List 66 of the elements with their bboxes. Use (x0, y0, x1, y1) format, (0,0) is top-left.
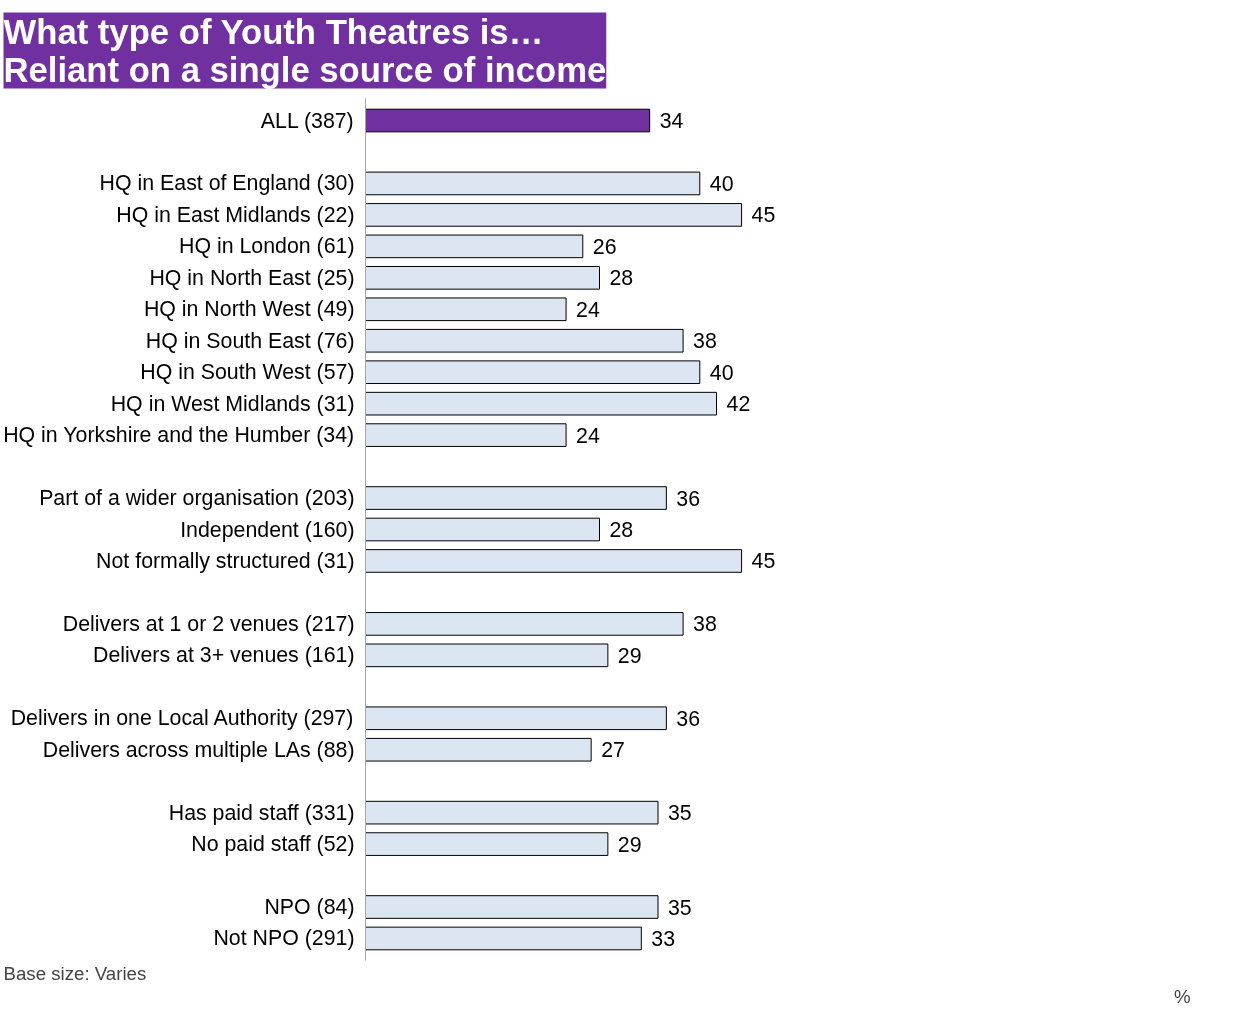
text: % (1173, 985, 1191, 1007)
data-label: 40 (709, 360, 734, 385)
chart-title: What type of Youth Theatres is… Reliant on a single source of income (3, 12, 607, 89)
bar (365, 297, 567, 322)
data-label: 29 (617, 643, 642, 668)
y-tick-label: HQ in East Midlands (22) (116, 202, 355, 227)
bar (365, 266, 601, 290)
data-label: 29 (617, 832, 642, 857)
bar (365, 203, 743, 227)
y-tick-label: HQ in East of England (30) (99, 171, 355, 196)
bar (365, 706, 667, 731)
bar (365, 171, 701, 196)
data-label: 45 (751, 549, 776, 574)
bar (365, 423, 567, 447)
y-tick-label: ALL (387) (260, 108, 354, 133)
bar (365, 549, 743, 573)
y-tick-label: No paid staff (52) (191, 832, 355, 857)
data-label: 42 (726, 392, 751, 417)
y-tick-label: HQ in North West (49) (143, 297, 355, 322)
bar (365, 360, 701, 385)
y-tick-label: Independent (160) (180, 517, 355, 542)
y-tick-label: Delivers at 1 or 2 venues (217) (62, 611, 355, 636)
bar (365, 643, 609, 668)
bar (365, 234, 584, 259)
data-label: 45 (751, 203, 776, 228)
data-label: 40 (709, 171, 734, 196)
data-label: 38 (693, 329, 717, 354)
bar (365, 895, 659, 919)
data-label: 27 (601, 738, 625, 763)
bar (365, 391, 718, 416)
y-tick-label: Delivers at 3+ venues (161) (93, 643, 355, 668)
y-tick-label: Not formally structured (31) (96, 548, 355, 573)
data-label: 24 (576, 297, 600, 322)
y-tick-label: HQ in South West (57) (140, 360, 355, 385)
bar (365, 737, 592, 762)
y-tick-label: HQ in Yorkshire and the Humber (34) (3, 423, 355, 448)
bar (365, 832, 609, 856)
bar (365, 800, 659, 825)
y-tick-label: Delivers in one Local Authority (297) (10, 706, 354, 731)
data-label: 35 (668, 801, 692, 826)
y-tick-label: HQ in West Midlands (31) (110, 391, 355, 416)
data-label: 38 (693, 612, 717, 637)
data-label: 28 (609, 518, 634, 542)
bar (365, 517, 601, 542)
bar (365, 926, 642, 951)
y-tick-label: HQ in South East (76) (145, 328, 355, 353)
y-tick-label: Delivers across multiple LAs (88) (42, 737, 355, 762)
data-label: 35 (668, 895, 692, 920)
data-label: 34 (659, 109, 684, 134)
data-label: 36 (676, 706, 701, 731)
data-label: 36 (676, 486, 701, 511)
data-label: 24 (576, 423, 600, 448)
y-tick-label: Part of a wider organisation (203) (39, 486, 355, 511)
bar (365, 612, 684, 636)
y-tick-label: NPO (84) (264, 895, 355, 920)
data-label: 33 (651, 926, 676, 951)
bar (365, 486, 667, 510)
y-tick-label: Has paid staff (331) (168, 800, 355, 825)
text: Base size: Varies (3, 962, 147, 984)
data-label: 26 (592, 234, 617, 259)
y-tick-label: Not NPO (291) (213, 926, 355, 951)
y-tick-label: HQ in London (61) (179, 234, 355, 259)
y-tick-label: HQ in North East (25) (149, 265, 355, 290)
data-label: 28 (609, 266, 634, 291)
bar (365, 328, 684, 353)
bar (365, 108, 651, 133)
